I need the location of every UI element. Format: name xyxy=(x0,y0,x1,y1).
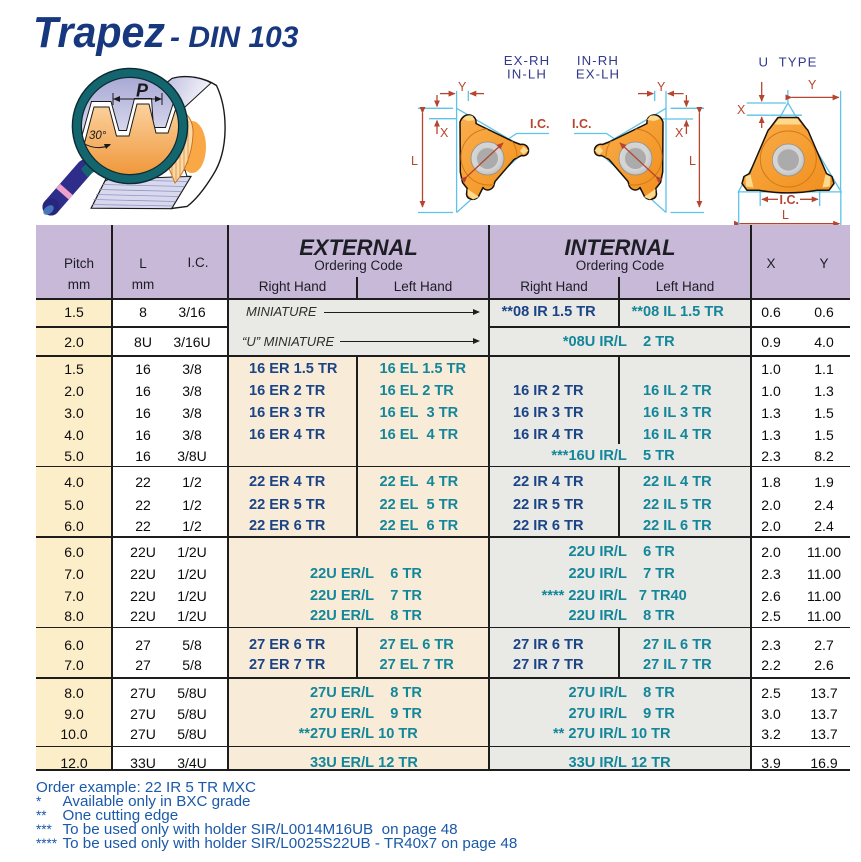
svg-text:U TYPE: U TYPE xyxy=(759,55,818,70)
svg-text:I.C.: I.C. xyxy=(530,117,549,131)
svg-text:IN-LH: IN-LH xyxy=(507,67,547,82)
svg-text:Y: Y xyxy=(458,80,467,94)
svg-text:30°: 30° xyxy=(89,130,107,142)
svg-text:X: X xyxy=(675,126,684,140)
svg-text:X: X xyxy=(737,103,746,117)
svg-text:EX-RH: EX-RH xyxy=(504,53,551,68)
svg-text:Y: Y xyxy=(808,78,817,92)
svg-text:X: X xyxy=(440,126,449,140)
svg-text:P: P xyxy=(136,81,149,101)
svg-text:I.C.: I.C. xyxy=(572,117,591,131)
svg-text:I.C.: I.C. xyxy=(780,193,799,207)
svg-text:L: L xyxy=(411,154,418,168)
svg-text:IN-RH: IN-RH xyxy=(577,53,619,68)
svg-text:L: L xyxy=(782,208,789,222)
svg-text:EX-LH: EX-LH xyxy=(576,67,620,82)
svg-text:L: L xyxy=(689,154,696,168)
svg-text:Y: Y xyxy=(657,80,666,94)
